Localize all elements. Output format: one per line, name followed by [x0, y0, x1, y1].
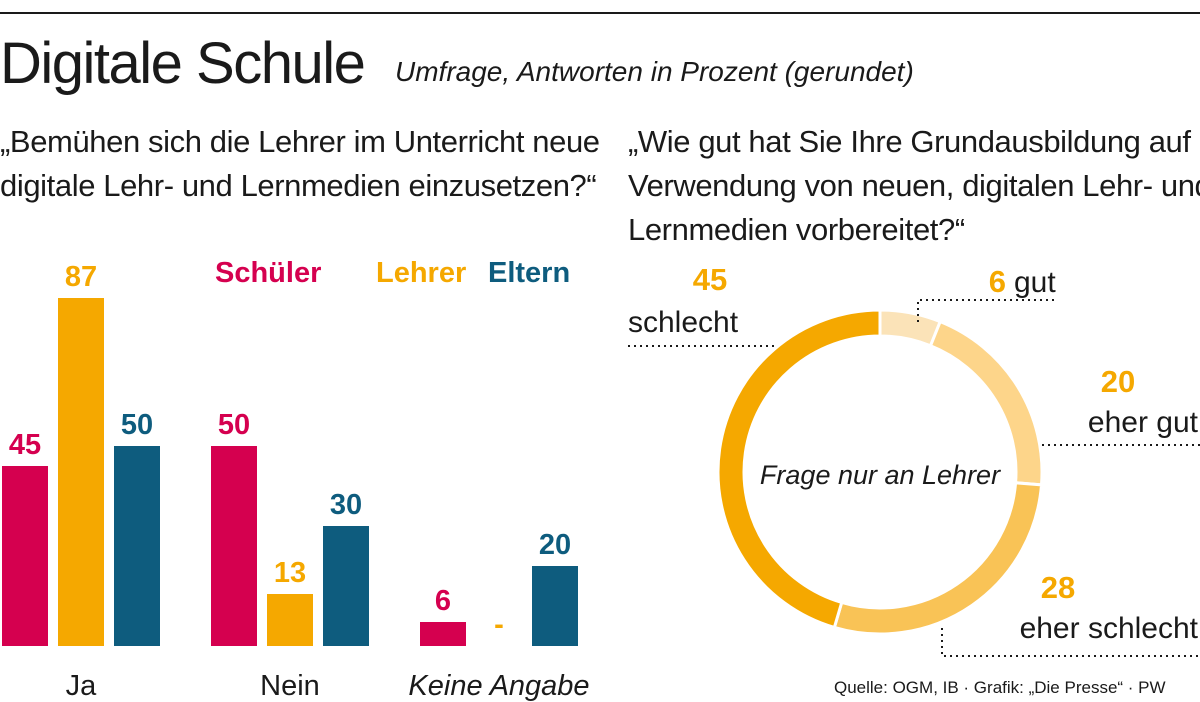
- source-credit: Quelle: OGM, IB · Grafik: „Die Presse“ ·…: [834, 678, 1166, 697]
- slice-value-gut: 6: [989, 264, 1006, 299]
- donut-chart-question-line: Lernmedien vorbereitet?“: [628, 212, 965, 247]
- category-label-keine-angabe: Keine Angabe: [408, 670, 589, 702]
- top-rule: [0, 12, 1200, 14]
- value-label-schueler-ja: 45: [9, 429, 41, 461]
- donut-chart-question-line: Verwendung von neuen, digitalen Lehr- un…: [628, 168, 1200, 203]
- bar-chart-question-line: digitale Lehr- und Lernmedien einzusetze…: [0, 168, 597, 203]
- bar-lehrer-nein: [267, 594, 313, 646]
- legend-lehrer: Lehrer: [376, 257, 466, 289]
- callout-line-gut: [917, 299, 1054, 322]
- donut-slice-schlecht: [716, 308, 882, 630]
- bar-chart-question-line: „Bemühen sich die Lehrer im Unterricht n…: [0, 124, 600, 159]
- bar-schueler-ja: [2, 466, 48, 646]
- slice-value-eher-schlecht: 28: [1041, 570, 1075, 605]
- slice-label-eher-gut: eher gut: [1088, 406, 1199, 439]
- slice-label-gut: gut: [1014, 266, 1056, 299]
- value-label-eltern-nein: 30: [330, 489, 362, 521]
- donut-slice-eher-schlecht: [832, 481, 1044, 636]
- donut-center-label: Frage nur an Lehrer: [760, 460, 1001, 490]
- bar-eltern-ja: [114, 446, 160, 646]
- value-label-eltern-ja: 50: [121, 409, 153, 441]
- slice-label-eher-schlecht: eher schlecht: [1020, 612, 1199, 645]
- slice-value-schlecht: 45: [693, 262, 727, 297]
- value-label-lehrer-keine-angabe: -: [494, 609, 504, 641]
- bar-eltern-nein: [323, 526, 369, 646]
- category-label-ja: Ja: [66, 670, 98, 702]
- bar-chart: Schüler Lehrer Eltern 45 87 50 Ja 50 13 30 Nein 6 - 2…: [2, 257, 590, 702]
- legend-eltern: Eltern: [488, 257, 570, 289]
- donut-chart-question: „Wie gut hat Sie Ihre Grundausbildung au…: [628, 120, 1200, 252]
- bar-schueler-nein: [211, 446, 257, 646]
- bar-lehrer-ja: [58, 298, 104, 646]
- page-subtitle: Umfrage, Antworten in Prozent (gerundet): [395, 56, 914, 87]
- legend-schueler: Schüler: [215, 257, 321, 289]
- bar-schueler-keine-angabe: [420, 622, 466, 646]
- value-label-eltern-keine-angabe: 20: [539, 529, 571, 561]
- value-label-schueler-nein: 50: [218, 409, 250, 441]
- slice-label-schlecht: schlecht: [628, 306, 739, 339]
- donut-chart-question-line: „Wie gut hat Sie Ihre Grundausbildung au…: [628, 124, 1200, 159]
- slice-value-eher-gut: 20: [1101, 364, 1135, 399]
- value-label-schueler-keine-angabe: 6: [435, 585, 451, 617]
- callout-line-eher-schlecht: [941, 628, 1200, 657]
- page-title: Digitale Schule: [0, 31, 366, 96]
- category-label-nein: Nein: [260, 670, 320, 702]
- bar-chart-question: „Bemühen sich die Lehrer im Unterricht n…: [0, 120, 600, 208]
- value-label-lehrer-ja: 87: [65, 261, 97, 293]
- bar-eltern-keine-angabe: [532, 566, 578, 646]
- value-label-lehrer-nein: 13: [274, 557, 306, 589]
